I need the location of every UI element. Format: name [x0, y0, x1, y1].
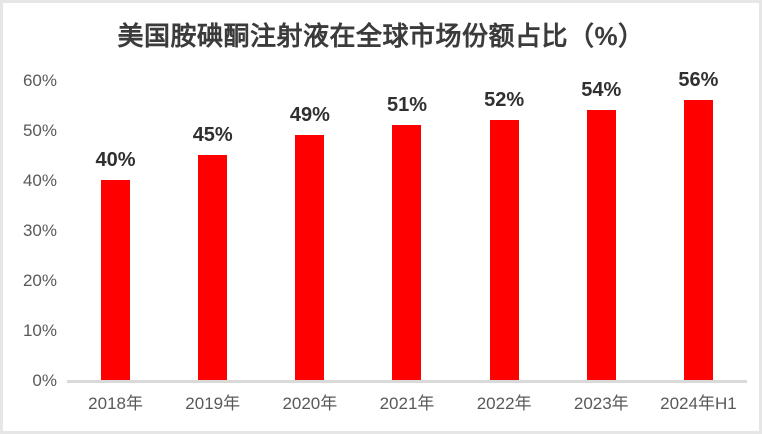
y-axis-tick-label: 50% [22, 121, 57, 140]
bar-group: 51% 2021年 [358, 3, 455, 431]
y-axis-tick-label: 0% [32, 371, 57, 390]
y-axis-tick-label: 40% [22, 171, 57, 190]
x-axis-tick-label: 2022年 [476, 394, 532, 413]
bar-value-label: 51% [386, 94, 427, 116]
y-axis-tick-label: 20% [22, 271, 57, 290]
bar-value-label: 56% [678, 69, 719, 91]
x-axis-line [67, 380, 747, 383]
y-axis-tick-label: 10% [22, 321, 57, 340]
x-axis-tick-label: 2021年 [379, 394, 435, 413]
y-axis-tick-label: 60% [22, 71, 57, 90]
x-axis-tick-label: 2020年 [282, 394, 338, 413]
bar-value-label: 49% [289, 104, 330, 126]
bar [101, 180, 131, 380]
bar [586, 110, 616, 380]
bar [489, 120, 519, 380]
bar-value-label: 45% [192, 124, 233, 146]
bar-group: 45% 2019年 [164, 3, 261, 431]
bar [295, 135, 325, 380]
bar-group: 40% 2018年 [67, 3, 164, 431]
bar [683, 100, 713, 380]
bar [392, 125, 422, 380]
bar-group: 54% 2023年 [553, 3, 650, 431]
bar-value-label: 54% [581, 79, 622, 101]
bar-value-label: 40% [95, 149, 136, 171]
x-axis-tick-label: 2019年 [185, 394, 241, 413]
y-axis-tick-label: 30% [22, 221, 57, 240]
bar-group: 52% 2022年 [456, 3, 553, 431]
x-axis-tick-label: 2024年H1 [660, 394, 737, 413]
bar-group: 49% 2020年 [261, 3, 358, 431]
chart-title: 美国胺碘酮注射液在全球市场份额占比（%） [117, 21, 645, 51]
x-axis-tick-label: 2023年 [573, 394, 629, 413]
x-axis-tick-label: 2018年 [88, 394, 143, 413]
bar-group: 56% 2024年H1 [650, 3, 747, 431]
bar [198, 155, 228, 380]
plot-area: 40% 2018年 45% 2019年 49% 2020年 51% 2021年 52% 2022年… [67, 3, 747, 431]
bar-value-label: 52% [484, 89, 525, 111]
